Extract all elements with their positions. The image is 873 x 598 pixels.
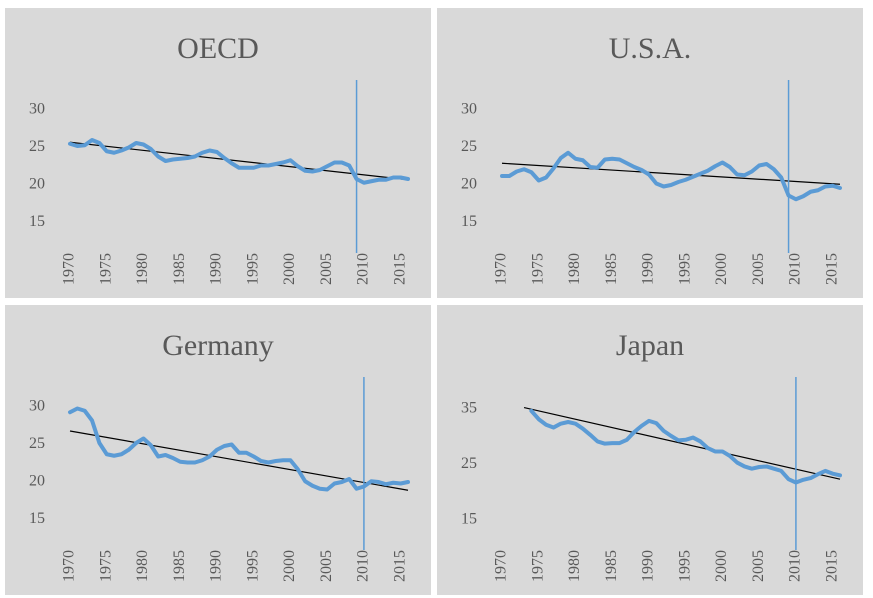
- y-tick-label: 15: [461, 510, 477, 527]
- x-tick-label: 2000: [281, 550, 298, 582]
- y-tick-label: 15: [29, 510, 45, 527]
- x-tick-label: 1990: [640, 253, 657, 285]
- y-tick-label: 25: [29, 435, 45, 452]
- panel-background: [437, 8, 863, 298]
- data-line: [68, 138, 410, 185]
- x-tick-label: 2005: [750, 550, 767, 582]
- y-tick-label: 25: [461, 455, 477, 472]
- y-tick-label: 20: [461, 176, 477, 193]
- x-tick-label: 1975: [529, 550, 546, 582]
- panel: U.S.A. 15 20 25 30 1970 1975 1980 1985 1990 1995 20…: [437, 8, 863, 298]
- x-tick-label: 2000: [713, 550, 730, 582]
- panel: OECD 15 20 25 30 1970 1975 1980 1985 1990 1995 2000…: [5, 8, 431, 298]
- y-tick-label: 30: [461, 101, 477, 118]
- y-tick-label: 15: [29, 213, 45, 230]
- x-tick-label: 1975: [529, 253, 546, 285]
- x-tick-label: 1980: [566, 253, 583, 285]
- y-tick-label: 20: [29, 176, 45, 193]
- trend-line: [523, 406, 841, 480]
- y-tick-label: 35: [461, 399, 477, 416]
- y-tick-label: 15: [461, 213, 477, 230]
- x-tick-label: 2015: [823, 550, 840, 582]
- x-tick-label: 2010: [355, 253, 372, 285]
- x-tick-label: 1980: [134, 253, 151, 285]
- y-tick-label: 25: [29, 138, 45, 155]
- x-tick-label: 1970: [61, 550, 78, 582]
- x-tick-label: 2005: [318, 253, 335, 285]
- x-tick-label: 1990: [640, 550, 657, 582]
- x-tick-label: 2015: [823, 253, 840, 285]
- x-tick-label: 1990: [208, 253, 225, 285]
- x-tick-label: 1980: [134, 550, 151, 582]
- data-line: [500, 150, 842, 202]
- y-tick-label: 30: [29, 101, 45, 118]
- x-tick-label: 1985: [603, 253, 620, 285]
- panel-background: [437, 305, 863, 595]
- x-tick-label: 1980: [566, 550, 583, 582]
- x-tick-label: 2010: [355, 550, 372, 582]
- x-tick-label: 2005: [318, 550, 335, 582]
- x-tick-label: 1995: [676, 253, 693, 285]
- y-tick-label: 25: [461, 138, 477, 155]
- x-tick-label: 2000: [713, 253, 730, 285]
- x-tick-label: 1995: [244, 550, 261, 582]
- x-tick-label: 2010: [787, 550, 804, 582]
- data-line: [529, 408, 842, 485]
- chart-title: Germany: [162, 329, 274, 362]
- x-tick-label: 1975: [97, 550, 114, 582]
- panel: Germany 15 20 25 30 1970 1975 1980 1985 1990 1995 2…: [5, 305, 431, 595]
- panel: Japan 15 25 35 1970 1975 1980 1985 1990 1995 2000 2…: [437, 305, 863, 595]
- x-tick-label: 1985: [603, 550, 620, 582]
- x-tick-label: 1995: [676, 550, 693, 582]
- x-tick-label: 2005: [750, 253, 767, 285]
- x-tick-label: 1975: [97, 253, 114, 285]
- x-tick-label: 2015: [391, 550, 408, 582]
- x-tick-label: 1985: [171, 550, 188, 582]
- x-tick-label: 2000: [281, 253, 298, 285]
- x-tick-label: 1970: [493, 550, 510, 582]
- x-tick-label: 1970: [61, 253, 78, 285]
- y-tick-label: 20: [29, 473, 45, 490]
- chart-title: U.S.A.: [609, 32, 692, 65]
- x-tick-label: 2015: [391, 253, 408, 285]
- x-tick-label: 1985: [171, 253, 188, 285]
- x-tick-label: 1995: [244, 253, 261, 285]
- chart-title: Japan: [616, 329, 684, 362]
- y-tick-label: 30: [29, 398, 45, 415]
- x-tick-label: 1990: [208, 550, 225, 582]
- x-tick-label: 2010: [787, 253, 804, 285]
- chart-title: OECD: [177, 32, 259, 65]
- data-line: [68, 406, 410, 492]
- x-tick-label: 1970: [493, 253, 510, 285]
